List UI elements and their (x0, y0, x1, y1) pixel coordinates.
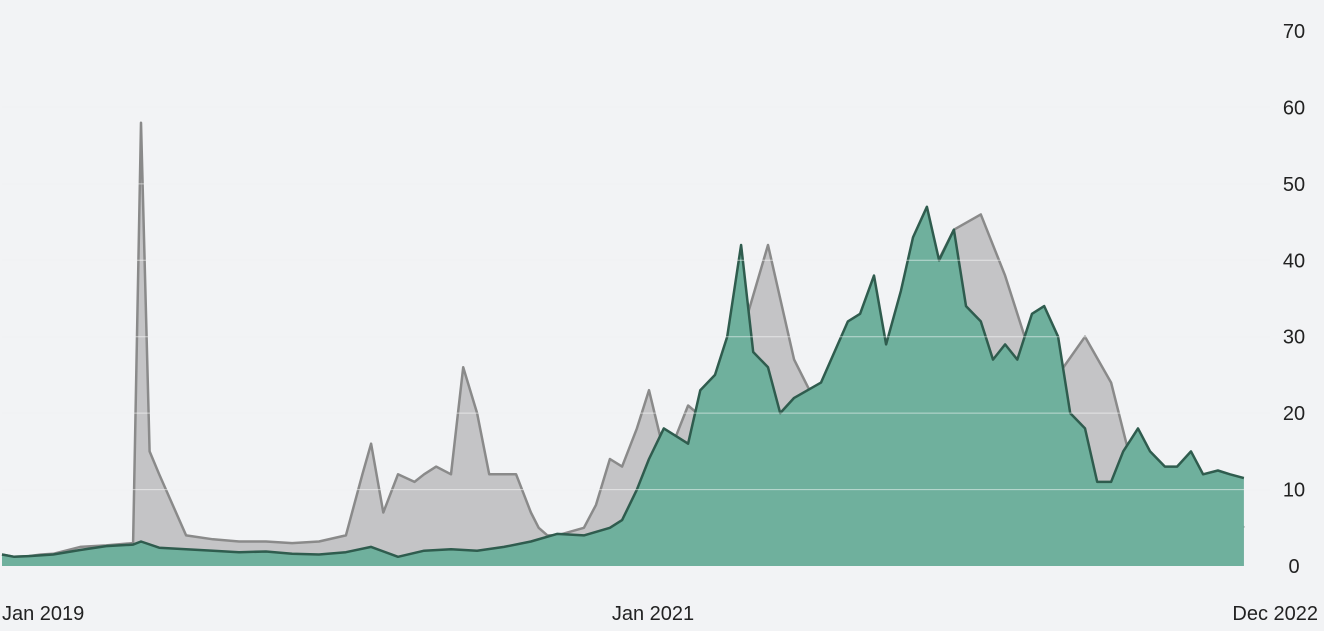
series-2-line (1, 205, 1245, 559)
y-tick-label: 0 (1288, 556, 1299, 578)
y-tick-label: 60 (1283, 97, 1305, 119)
y-tick-label: 50 (1283, 174, 1305, 196)
x-tick-label: Dec 2022 (1232, 603, 1318, 625)
x-axis-ticks: Jan 2019 Jan 2021 Dec 2022 (2, 603, 1318, 625)
y-tick-label: 20 (1283, 403, 1305, 425)
x-tick-label: Jan 2019 (2, 603, 84, 625)
series-2-area (2, 206, 1244, 567)
y-tick-label: 30 (1283, 327, 1305, 349)
y-tick-label: 10 (1283, 480, 1305, 502)
y-axis-ticks: 0 10 20 30 40 50 60 70 (1283, 21, 1305, 578)
y-tick-label: 40 (1283, 250, 1305, 272)
y-tick-label: 70 (1283, 21, 1305, 43)
series-areas (1, 30, 1270, 567)
x-tick-label: Jan 2021 (612, 603, 694, 625)
